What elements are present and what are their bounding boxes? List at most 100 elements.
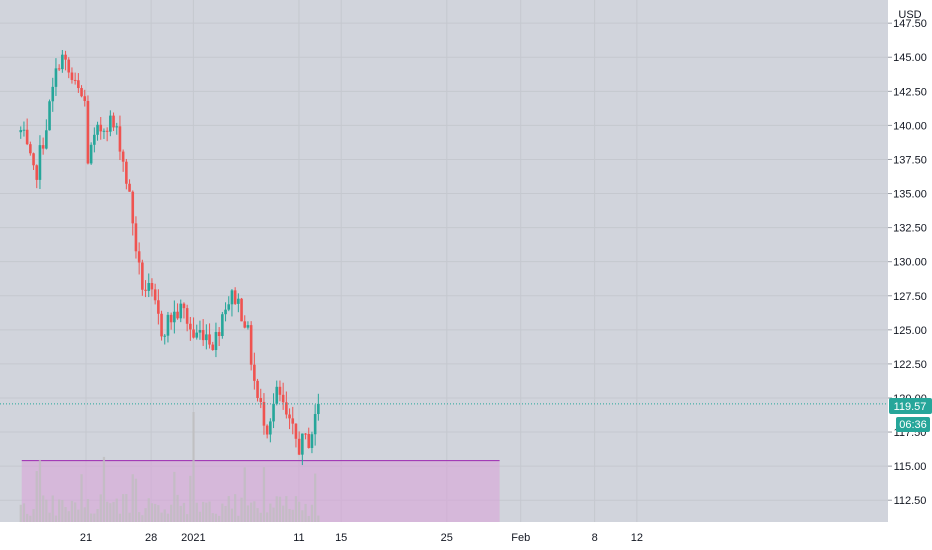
- candle-body: [125, 161, 128, 184]
- candle-body: [160, 313, 163, 337]
- candle-body: [304, 433, 307, 435]
- candle-body: [275, 386, 279, 404]
- volume-bar: [214, 513, 218, 522]
- x-tick-label: 8: [592, 532, 598, 544]
- candle-body: [243, 321, 247, 328]
- volume-bar: [317, 515, 320, 522]
- volume-bar: [112, 501, 115, 522]
- time-axis-panel: [0, 522, 932, 550]
- volume-bar: [272, 507, 275, 522]
- candle-body: [201, 330, 205, 341]
- candle-body: [253, 364, 256, 381]
- volume-bar: [154, 503, 157, 522]
- volume-bar: [202, 501, 205, 522]
- candle-body: [147, 283, 151, 291]
- candle-body: [67, 59, 71, 73]
- y-tick-label: 112.50: [894, 495, 927, 507]
- candle-body: [246, 325, 250, 328]
- candle-body: [301, 433, 304, 455]
- volume-bar: [86, 499, 90, 522]
- candle-body: [115, 126, 119, 128]
- volume-bar: [189, 475, 192, 522]
- candle-body: [240, 298, 243, 322]
- candle-body: [269, 421, 272, 435]
- volume-bar: [134, 478, 138, 522]
- candle-body: [192, 329, 195, 338]
- time-axis: 21 28 2021 11 15 25 Feb 8 12: [80, 532, 643, 544]
- volume-bar: [243, 467, 246, 522]
- y-tick-label: 115.00: [894, 461, 927, 473]
- volume-bar: [122, 494, 125, 522]
- volume-bar: [157, 505, 160, 522]
- candle-body: [77, 80, 80, 89]
- candle-body: [150, 283, 154, 290]
- candle-body: [208, 334, 211, 345]
- volume-bar: [186, 514, 189, 522]
- candle-body: [285, 402, 288, 415]
- candle-body: [70, 72, 74, 80]
- volume-bar: [259, 512, 262, 522]
- volume-bar: [282, 505, 285, 522]
- volume-bar: [195, 502, 198, 522]
- volume-bar: [32, 509, 35, 522]
- candle-body: [281, 394, 285, 403]
- candle-body: [313, 414, 317, 435]
- volume-bar: [170, 504, 173, 522]
- candle-body: [83, 96, 87, 101]
- candle-body: [112, 115, 115, 128]
- candle-body: [310, 434, 314, 448]
- y-tick-label: 130.00: [893, 257, 927, 269]
- volume-bar: [64, 507, 67, 522]
- y-tick-label: 147.50: [893, 18, 927, 30]
- candle-body: [29, 144, 32, 154]
- volume-bar: [224, 505, 227, 522]
- volume-bar: [35, 471, 38, 522]
- volume-bar: [22, 503, 26, 522]
- x-tick-label: 12: [631, 532, 643, 544]
- candle-body: [35, 165, 39, 180]
- candle-body: [297, 438, 301, 455]
- x-tick-label: 28: [145, 532, 157, 544]
- currency-label: USD: [898, 9, 921, 21]
- volume-bar: [19, 504, 22, 522]
- candle-body: [41, 145, 45, 149]
- volume-bar: [115, 498, 118, 522]
- volume-bar: [262, 467, 266, 522]
- y-tick-label: 122.50: [893, 359, 927, 371]
- candle-body: [54, 68, 58, 87]
- candle-body: [169, 314, 173, 323]
- last-price-tag: 119.57: [889, 398, 932, 414]
- volume-bar: [83, 507, 86, 522]
- candle-body: [262, 401, 266, 426]
- volume-bar: [314, 473, 317, 522]
- grid: [0, 0, 888, 522]
- candle-body: [48, 101, 51, 131]
- y-tick-label: 125.00: [893, 325, 927, 337]
- candle-body: [185, 308, 189, 324]
- volume-bar: [99, 494, 102, 522]
- candle-body: [272, 403, 275, 422]
- volume-bar: [29, 515, 32, 522]
- volume-bars: [19, 412, 320, 522]
- x-tick-label: 25: [441, 532, 453, 544]
- volume-bar: [141, 515, 144, 522]
- volume-bar: [147, 498, 150, 522]
- y-tick-label: 142.50: [893, 86, 927, 98]
- volume-bar: [256, 508, 259, 522]
- candle-body: [227, 304, 231, 310]
- volume-bar: [304, 503, 307, 522]
- candle-body: [96, 124, 99, 135]
- volume-bar: [208, 501, 211, 522]
- candle-body: [86, 100, 90, 164]
- candle-body: [211, 344, 215, 351]
- candle-body: [25, 129, 29, 145]
- volume-bar: [221, 503, 224, 522]
- candle-body: [102, 130, 106, 132]
- volume-bar: [58, 499, 61, 522]
- candle-body: [198, 330, 202, 333]
- volume-bar: [160, 512, 163, 522]
- volume-bar: [106, 501, 109, 522]
- candle-body: [73, 79, 77, 81]
